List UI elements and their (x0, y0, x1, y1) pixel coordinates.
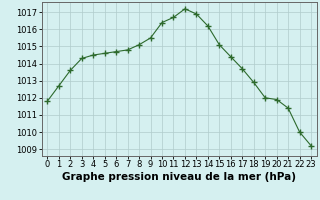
X-axis label: Graphe pression niveau de la mer (hPa): Graphe pression niveau de la mer (hPa) (62, 172, 296, 182)
